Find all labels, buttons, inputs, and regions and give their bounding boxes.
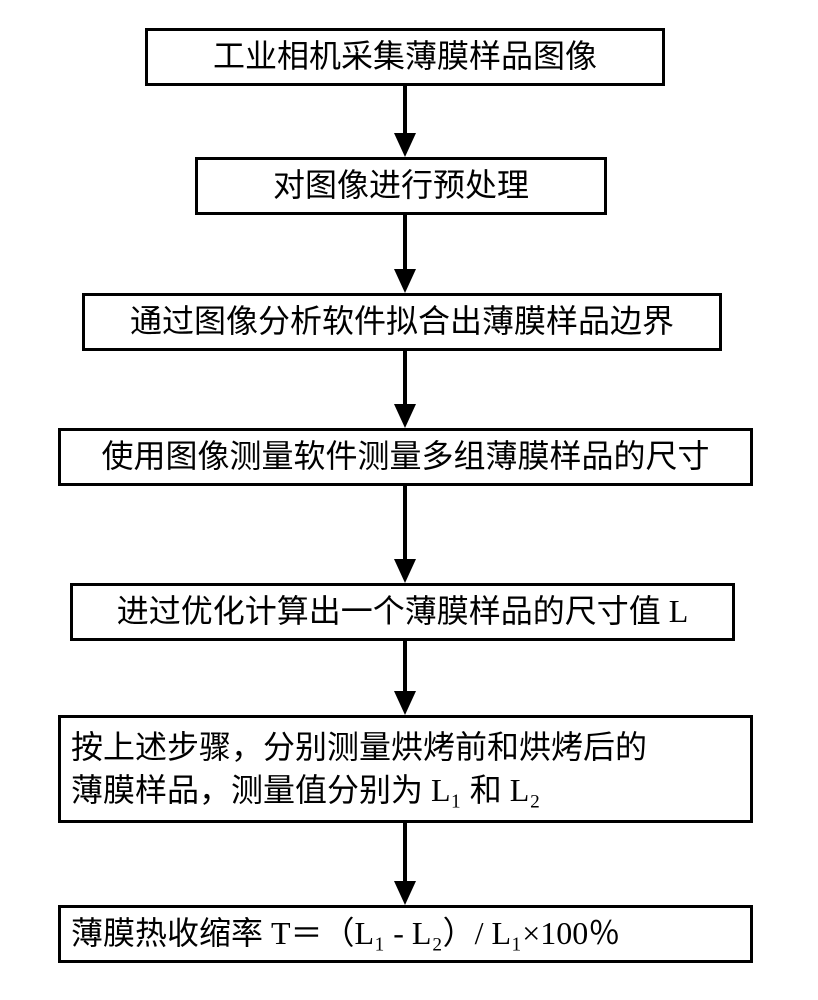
flow-node-4: 使用图像测量软件测量多组薄膜样品的尺寸 bbox=[58, 428, 753, 486]
flow-node-7: 薄膜热收缩率 T＝（L₁ - L₂）/ L₁×100％ bbox=[58, 905, 753, 963]
flow-node-5: 进过优化计算出一个薄膜样品的尺寸值 L bbox=[70, 583, 735, 641]
flowchart-container: 工业相机采集薄膜样品图像 对图像进行预处理 通过图像分析软件拟合出薄膜样品边界 … bbox=[0, 0, 818, 1000]
flow-node-6-label: 按上述步骤，分别测量烘烤前和烘烤后的 薄膜样品，测量值分别为 L₁ 和 L₂ bbox=[61, 726, 750, 812]
flow-node-3-label: 通过图像分析软件拟合出薄膜样品边界 bbox=[85, 300, 719, 343]
flow-node-4-label: 使用图像测量软件测量多组薄膜样品的尺寸 bbox=[61, 435, 750, 478]
flow-node-6: 按上述步骤，分别测量烘烤前和烘烤后的 薄膜样品，测量值分别为 L₁ 和 L₂ bbox=[58, 715, 753, 823]
flow-node-7-label: 薄膜热收缩率 T＝（L₁ - L₂）/ L₁×100％ bbox=[61, 912, 750, 955]
flow-node-2-label: 对图像进行预处理 bbox=[198, 164, 604, 207]
flow-node-5-label: 进过优化计算出一个薄膜样品的尺寸值 L bbox=[73, 590, 732, 633]
flow-node-1: 工业相机采集薄膜样品图像 bbox=[145, 28, 665, 86]
flow-node-1-label: 工业相机采集薄膜样品图像 bbox=[148, 35, 662, 78]
arrow-layer bbox=[0, 0, 818, 1000]
flow-node-3: 通过图像分析软件拟合出薄膜样品边界 bbox=[82, 293, 722, 351]
flow-node-2: 对图像进行预处理 bbox=[195, 157, 607, 215]
